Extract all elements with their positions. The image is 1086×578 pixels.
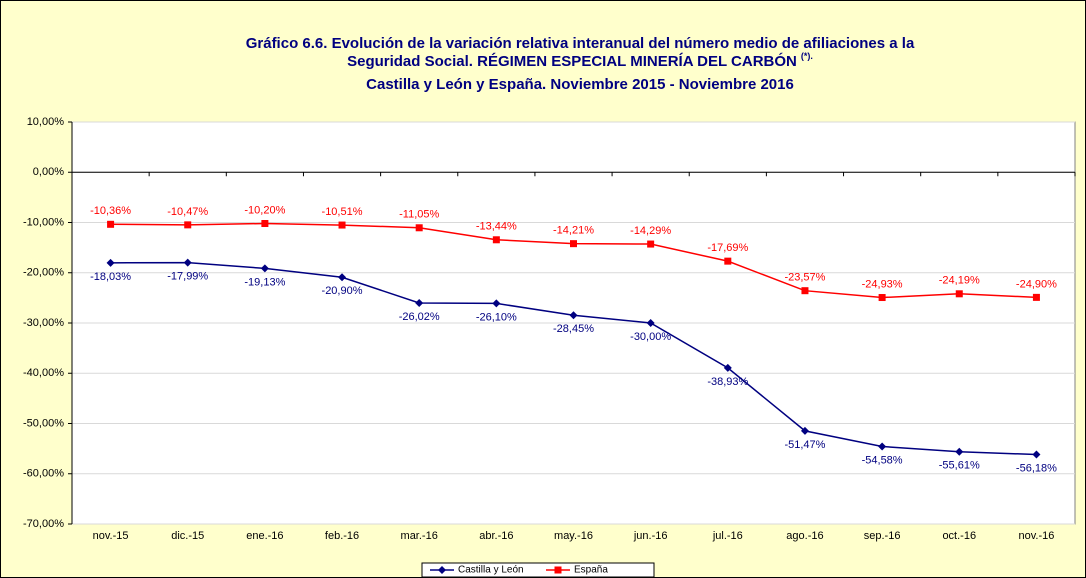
legend: Castilla y León España	[421, 562, 655, 578]
data-label: -14,21%	[553, 225, 594, 237]
chart-title: Seguridad Social. RÉGIMEN ESPECIAL MINER…	[347, 51, 813, 70]
marker	[183, 258, 192, 267]
marker	[554, 566, 562, 574]
marker	[878, 442, 887, 451]
x-tick-label: dic.-15	[171, 530, 204, 542]
y-tick-label: -60,00%	[23, 468, 64, 480]
data-label: -17,69%	[707, 242, 748, 254]
x-tick-label: jul.-16	[712, 530, 743, 542]
marker	[800, 426, 809, 435]
marker	[723, 363, 732, 372]
y-tick-label: -20,00%	[23, 267, 64, 279]
data-label: -51,47%	[784, 439, 825, 451]
marker	[1032, 450, 1041, 459]
data-label: -38,93%	[707, 376, 748, 388]
data-label: -56,18%	[1016, 462, 1057, 474]
data-label: -23,57%	[784, 272, 825, 284]
marker	[107, 220, 115, 228]
marker	[801, 287, 809, 295]
marker	[955, 447, 964, 456]
data-label: -10,51%	[322, 206, 363, 218]
y-tick-label: -70,00%	[23, 518, 64, 530]
marker	[438, 566, 446, 574]
marker	[492, 236, 500, 244]
marker	[338, 273, 347, 282]
marker	[261, 220, 269, 228]
marker	[415, 299, 424, 308]
x-tick-label: oct.-16	[942, 530, 976, 542]
chart-title: Gráfico 6.6. Evolución de la variación r…	[246, 35, 915, 52]
data-label: -26,02%	[399, 311, 440, 323]
x-tick-label: mar.-16	[401, 530, 438, 542]
x-tick-label: ene.-16	[246, 530, 283, 542]
data-label: -26,10%	[476, 311, 517, 323]
x-tick-label: sep.-16	[864, 530, 901, 542]
data-label: -24,93%	[862, 278, 903, 290]
data-label: -19,13%	[244, 276, 285, 288]
marker	[569, 311, 578, 320]
data-label: -14,29%	[630, 225, 671, 237]
data-label: -13,44%	[476, 221, 517, 233]
data-label: -10,36%	[90, 205, 131, 217]
data-label: -54,58%	[862, 454, 903, 466]
data-label: -28,45%	[553, 323, 594, 335]
x-tick-label: nov.-16	[1018, 530, 1054, 542]
marker	[955, 290, 963, 298]
x-tick-label: jun.-16	[633, 530, 668, 542]
data-label: -30,00%	[630, 331, 671, 343]
x-tick-label: ago.-16	[786, 530, 823, 542]
chart-title: Castilla y León y España. Noviembre 2015…	[366, 76, 794, 93]
data-label: -10,47%	[167, 206, 208, 218]
marker	[338, 221, 346, 229]
x-tick-label: may.-16	[554, 530, 593, 542]
marker	[570, 240, 577, 248]
y-tick-label: 10,00%	[27, 116, 65, 128]
data-label: -24,90%	[1016, 278, 1057, 290]
marker	[492, 299, 501, 308]
marker	[646, 319, 655, 327]
y-tick-label: -30,00%	[23, 317, 64, 329]
x-tick-label: abr.-16	[479, 530, 513, 542]
y-tick-label: -10,00%	[23, 216, 64, 228]
data-label: -17,99%	[167, 271, 208, 283]
data-label: -20,90%	[322, 285, 363, 297]
marker	[260, 264, 269, 273]
data-label: -55,61%	[939, 460, 980, 472]
marker	[878, 294, 886, 302]
marker	[415, 224, 423, 232]
marker	[106, 258, 115, 267]
data-label: -11,05%	[399, 209, 439, 221]
y-tick-label: 0,00%	[33, 166, 64, 178]
legend-label: España	[574, 565, 608, 576]
marker	[647, 240, 655, 248]
marker	[184, 221, 192, 229]
marker	[1032, 293, 1040, 301]
data-label: -24,19%	[939, 275, 980, 287]
x-tick-label: feb.-16	[325, 530, 359, 542]
legend-box	[421, 562, 655, 578]
data-label: -18,03%	[90, 271, 131, 283]
x-tick-label: nov.-15	[93, 530, 129, 542]
title-note: (*).	[801, 51, 813, 61]
y-tick-label: -50,00%	[23, 417, 64, 429]
legend-label: Castilla y León	[458, 565, 524, 576]
chart-title: Seguridad Social. RÉGIMEN ESPECIAL MINER…	[347, 52, 797, 70]
marker	[724, 257, 732, 265]
data-label: -10,20%	[244, 204, 285, 216]
y-tick-label: -40,00%	[23, 367, 64, 379]
